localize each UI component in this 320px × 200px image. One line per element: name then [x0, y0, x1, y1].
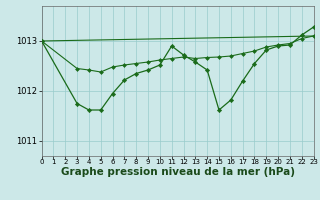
X-axis label: Graphe pression niveau de la mer (hPa): Graphe pression niveau de la mer (hPa) [60, 167, 295, 177]
